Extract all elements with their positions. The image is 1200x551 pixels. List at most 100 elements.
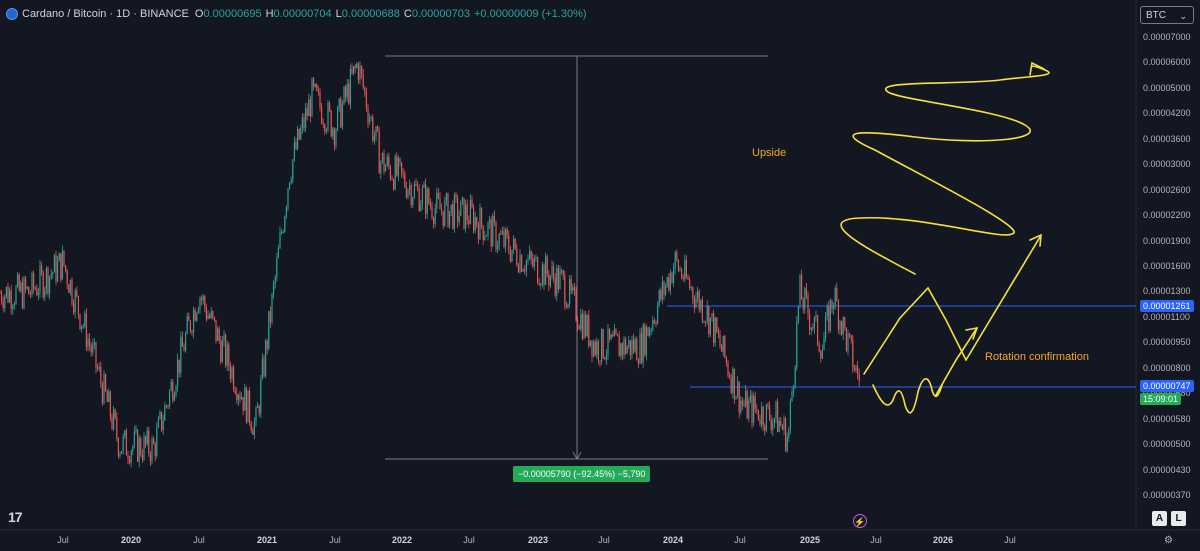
candle-body <box>575 290 577 321</box>
candle-body <box>841 321 843 335</box>
candle-body <box>626 346 628 354</box>
candle-body <box>228 344 230 367</box>
candle-body <box>49 276 51 294</box>
candle-body <box>239 395 241 400</box>
candle-body <box>169 390 171 406</box>
candle-body <box>250 422 252 431</box>
candle-body <box>26 286 28 289</box>
candle-body <box>637 360 639 364</box>
candle-body <box>356 63 358 68</box>
tradingview-logo[interactable]: 17 <box>8 509 23 525</box>
auto-scale-button[interactable]: A <box>1152 511 1167 526</box>
candle-body <box>457 197 459 222</box>
candle-body <box>642 325 644 363</box>
candle-body <box>210 311 212 318</box>
candle-body <box>193 309 195 333</box>
candle-body <box>313 78 315 87</box>
candle-body <box>700 300 702 310</box>
candle-body <box>551 266 553 276</box>
rotation-arrow-path <box>935 327 978 396</box>
candle-body <box>82 325 84 327</box>
candle-body <box>673 268 675 283</box>
candle-body <box>137 429 139 462</box>
candle-body <box>378 131 380 174</box>
candle-body <box>257 406 259 408</box>
candle-body <box>634 339 636 352</box>
candle-body <box>345 87 347 98</box>
candle-body <box>580 314 582 330</box>
candle-body <box>125 430 127 456</box>
candle-body <box>319 91 321 108</box>
log-scale-button[interactable]: L <box>1171 511 1186 526</box>
candle-body <box>423 184 425 188</box>
time-tick-label: Jul <box>870 535 882 545</box>
symbol-title[interactable]: Cardano / Bitcoin · 1D · BINANCE <box>22 8 189 20</box>
candle-body <box>148 430 150 454</box>
candle-body <box>289 182 291 189</box>
candle-body <box>287 188 289 207</box>
candle-body <box>825 315 827 338</box>
candle-body <box>471 200 473 208</box>
candle-body <box>156 427 158 456</box>
candle-body <box>397 158 399 176</box>
candle-body <box>481 208 483 226</box>
candle-body <box>794 367 796 386</box>
candle-body <box>783 418 785 430</box>
candle-body <box>410 185 412 205</box>
candle-body <box>444 200 446 226</box>
time-tick-label: 2021 <box>256 535 278 545</box>
candle-body <box>97 367 99 369</box>
candle-body <box>697 291 699 298</box>
candle-body <box>407 189 409 198</box>
candle-body <box>562 270 564 276</box>
candle-body <box>61 250 63 280</box>
upside-annotation[interactable]: Upside <box>752 147 787 159</box>
candle-body <box>105 374 107 392</box>
candle-body <box>367 108 369 123</box>
candle-body <box>609 328 611 340</box>
candle-body <box>436 192 438 209</box>
candle-body <box>207 315 209 320</box>
candle-body <box>285 206 287 217</box>
candle-body <box>636 339 638 361</box>
candle-body <box>330 110 332 137</box>
lightning-icon[interactable]: ⚡ <box>853 514 867 528</box>
candle-body <box>508 235 510 252</box>
rotation-annotation[interactable]: Rotation confirmation <box>985 351 1089 363</box>
candle-body <box>837 301 839 330</box>
candle-body <box>116 417 118 439</box>
candle-body <box>791 391 793 402</box>
candle-body <box>714 317 716 343</box>
candle-body <box>202 296 204 301</box>
candle-body <box>661 281 663 300</box>
candle-body <box>69 280 71 294</box>
candle-body <box>28 286 30 295</box>
resistance-price-tag: 0.00001261 <box>1140 300 1194 312</box>
candle-body <box>111 417 113 429</box>
candle-body <box>292 159 294 180</box>
candle-body <box>847 333 849 351</box>
candle-body <box>735 396 737 400</box>
candle-body <box>322 123 324 125</box>
currency-button[interactable]: BTC ⌄ <box>1140 6 1194 24</box>
candle-body <box>140 438 142 455</box>
candle-body <box>676 252 678 260</box>
candle-body <box>517 264 519 273</box>
candle-body <box>516 248 518 265</box>
candle-body <box>628 340 630 347</box>
candle-body <box>617 334 619 337</box>
candle-body <box>44 288 46 298</box>
candle-body <box>749 394 751 401</box>
measure-arrow-head <box>572 451 582 461</box>
candle-body <box>194 309 196 321</box>
candle-body <box>482 225 484 240</box>
candle-body <box>669 272 671 291</box>
candle-body <box>479 208 481 240</box>
candle-body <box>553 266 555 278</box>
measure-tool <box>385 55 768 461</box>
candle-body <box>586 315 588 337</box>
candle-body <box>311 78 313 117</box>
gear-icon[interactable]: ⚙ <box>1164 535 1173 546</box>
candle-body <box>429 203 431 207</box>
